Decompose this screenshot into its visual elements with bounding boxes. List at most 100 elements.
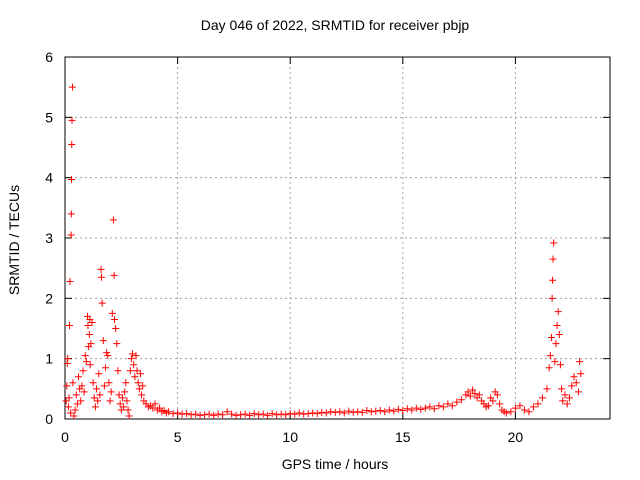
data-point <box>214 410 222 418</box>
data-point <box>345 407 353 415</box>
data-point <box>97 265 105 273</box>
y-axis-label: SRMTID / TECUs <box>6 184 22 296</box>
x-tick-label: 0 <box>61 429 69 445</box>
axis-ticks: 0 1 2 3 4 5 6 0 5 10 15 20 <box>45 49 610 445</box>
data-point <box>336 408 344 416</box>
data-point <box>169 410 177 418</box>
data-point <box>511 404 519 412</box>
data-point <box>493 391 501 399</box>
data-point <box>545 364 553 372</box>
data-point <box>552 340 560 348</box>
data-point <box>520 406 528 414</box>
data-point <box>300 410 308 418</box>
data-point <box>87 340 95 348</box>
data-point <box>88 318 96 326</box>
data-point <box>62 397 70 405</box>
data-point <box>65 394 73 402</box>
data-point <box>466 392 474 400</box>
data-point <box>394 405 402 413</box>
data-point <box>66 321 74 329</box>
data-point <box>268 410 276 418</box>
data-point <box>576 358 584 366</box>
data-point <box>439 403 447 411</box>
data-point <box>134 379 142 387</box>
grid-lines <box>65 57 610 419</box>
data-point <box>138 391 146 399</box>
data-points <box>62 83 585 420</box>
data-point <box>327 408 335 416</box>
data-point <box>75 373 83 381</box>
data-point <box>91 403 99 411</box>
data-point <box>73 400 81 408</box>
data-point <box>577 370 585 378</box>
data-point <box>66 277 74 285</box>
data-point <box>126 367 134 375</box>
y-tick-label: 5 <box>45 109 53 125</box>
data-point <box>572 379 580 387</box>
data-point <box>210 411 218 419</box>
data-point <box>149 404 157 412</box>
chart-title: Day 046 of 2022, SRMTID for receiver pbj… <box>200 17 470 33</box>
data-point <box>558 385 566 393</box>
data-point <box>130 361 138 369</box>
data-point <box>151 400 159 408</box>
data-point <box>201 411 209 419</box>
data-point <box>116 400 124 408</box>
data-point <box>549 255 557 263</box>
data-point <box>107 388 115 396</box>
data-point <box>192 410 200 418</box>
data-point <box>444 400 452 408</box>
data-point <box>71 406 79 414</box>
data-point <box>115 391 123 399</box>
data-point <box>132 352 140 360</box>
data-point <box>63 382 71 390</box>
data-point <box>555 331 563 339</box>
data-point <box>102 364 110 372</box>
data-point <box>69 379 77 387</box>
data-point <box>496 400 504 408</box>
data-point <box>68 140 76 148</box>
data-point <box>538 394 546 402</box>
y-tick-label: 3 <box>45 230 53 246</box>
data-point <box>507 408 515 416</box>
x-tick-label: 5 <box>174 429 182 445</box>
data-point <box>489 397 497 405</box>
data-point <box>553 321 561 329</box>
data-point <box>255 411 263 419</box>
data-point <box>89 379 97 387</box>
data-point <box>81 352 89 360</box>
data-point <box>453 398 461 406</box>
data-point <box>97 273 105 281</box>
data-point <box>114 367 122 375</box>
data-point <box>127 355 135 363</box>
data-point <box>331 408 339 416</box>
data-point <box>246 411 254 419</box>
data-point <box>547 334 555 342</box>
data-point <box>131 373 139 381</box>
data-point <box>399 407 407 415</box>
data-point <box>174 409 182 417</box>
data-point <box>96 391 104 399</box>
data-point <box>309 409 317 417</box>
data-point <box>241 410 249 418</box>
y-tick-label: 1 <box>45 351 53 367</box>
data-point <box>543 385 551 393</box>
data-point <box>484 402 492 410</box>
data-point <box>70 412 78 420</box>
x-tick-label: 10 <box>282 429 298 445</box>
data-point <box>372 407 380 415</box>
data-point <box>304 410 312 418</box>
data-point <box>561 391 569 399</box>
data-point <box>228 410 236 418</box>
data-point <box>122 379 130 387</box>
y-tick-label: 2 <box>45 290 53 306</box>
data-point <box>367 408 375 416</box>
data-point <box>286 410 294 418</box>
data-point <box>183 410 191 418</box>
data-point <box>559 397 567 405</box>
data-point <box>84 321 92 329</box>
data-point <box>376 407 384 415</box>
data-point <box>277 410 285 418</box>
data-point <box>129 350 137 358</box>
x-tick-label: 20 <box>508 429 524 445</box>
